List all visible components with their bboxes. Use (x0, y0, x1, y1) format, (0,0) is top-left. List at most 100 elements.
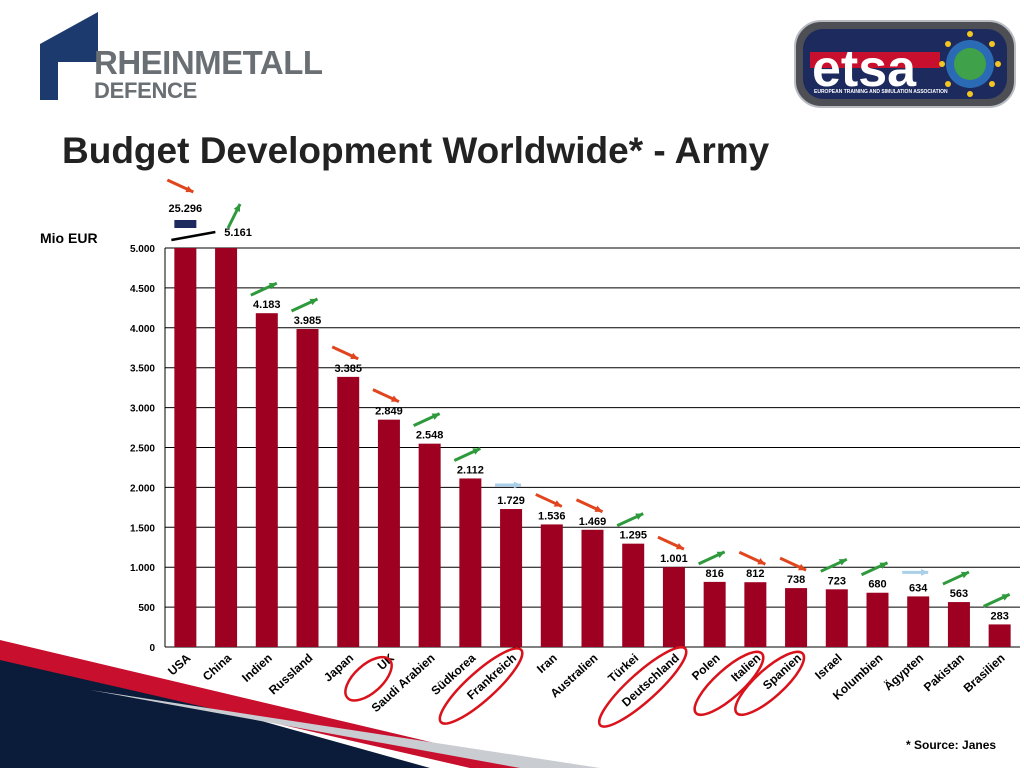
value-label: 283 (990, 610, 1008, 622)
value-label: 680 (868, 579, 886, 591)
axis-break-marker (174, 220, 197, 228)
y-tick-label: 5.000 (130, 244, 155, 255)
trend-arrow-head (268, 283, 277, 290)
category-label: USA (165, 651, 193, 679)
value-label: 1.469 (579, 516, 607, 528)
y-tick-label: 1.500 (130, 523, 155, 534)
trend-arrow-head (185, 185, 194, 193)
value-label: 738 (787, 574, 805, 586)
trend-arrow-head (309, 298, 318, 306)
value-label: 634 (909, 582, 928, 594)
bar (866, 592, 889, 647)
trend-arrow-head (233, 204, 241, 212)
y-axis-unit-label: Mio EUR (40, 230, 98, 246)
trend-arrow-head (757, 558, 766, 565)
trend-arrow-head (798, 563, 807, 571)
category-label: Ägypten (881, 650, 927, 693)
category-label: Russland (266, 651, 316, 698)
category-label: Polen (689, 651, 723, 683)
logo-division-name: DEFENCE (94, 78, 198, 103)
bar (296, 328, 319, 647)
trend-arrow-head (1001, 594, 1010, 601)
trend-arrow-head (390, 395, 399, 402)
source-footnote: * Source: Janes (906, 738, 997, 752)
trend-arrow-head (350, 352, 359, 360)
y-tick-label: 500 (138, 603, 155, 614)
logo-company-name: RHEINMETALL (94, 44, 323, 81)
bar (622, 543, 645, 647)
highlight-ring (597, 645, 688, 728)
trend-arrow-head (553, 500, 562, 507)
highlight-ring (693, 650, 765, 717)
axis-break-slash (171, 230, 216, 242)
category-label: Israel (812, 651, 845, 682)
y-tick-label: 3.000 (130, 404, 155, 415)
y-tick-label: 2.500 (130, 444, 155, 455)
rheinmetall-logo (40, 12, 98, 100)
value-label: 1.729 (497, 495, 525, 507)
value-label: 2.112 (457, 464, 484, 476)
trend-arrow-head (716, 551, 725, 559)
bar (377, 419, 400, 647)
value-label: 3.985 (294, 315, 322, 327)
highlight-ring (734, 650, 806, 717)
trend-arrow-head (879, 562, 888, 569)
category-label: Türkei (605, 651, 641, 686)
bar (459, 478, 482, 647)
value-label: 1.536 (538, 510, 566, 522)
category-label: Iran (534, 651, 560, 676)
bar (825, 589, 848, 647)
trend-arrow-head (635, 513, 644, 520)
bar (703, 581, 726, 647)
category-label: Indien (239, 651, 275, 685)
value-label: 723 (828, 575, 846, 587)
y-tick-label: 4.000 (130, 324, 155, 335)
bar (255, 313, 278, 647)
bar (174, 248, 197, 647)
value-label: 3.385 (334, 363, 362, 375)
bar (418, 443, 441, 647)
trend-arrow-head (838, 559, 847, 566)
bar (500, 509, 523, 647)
trend-arrow-head (675, 542, 684, 550)
bar (662, 567, 685, 647)
value-label: 2.548 (416, 430, 444, 442)
bar (988, 624, 1011, 647)
bar (744, 582, 767, 647)
page-title: Budget Development Worldwide* - Army (62, 130, 770, 171)
trend-arrow-head (431, 413, 440, 420)
value-label: 563 (950, 588, 968, 600)
bar (785, 588, 808, 647)
bar (581, 529, 604, 647)
trend-arrow-head (960, 571, 969, 579)
category-label: China (200, 651, 234, 684)
category-label: Brasilien (961, 651, 1008, 695)
trend-arrow-head (472, 448, 481, 455)
category-label: Pakistan (921, 651, 967, 694)
y-tick-label: 0 (149, 643, 155, 654)
value-label: 5.161 (224, 227, 252, 239)
bar (907, 596, 930, 647)
value-label: 812 (746, 568, 764, 580)
bar (337, 376, 360, 647)
etsa-logo: etsa (794, 20, 1016, 108)
y-tick-label: 1.000 (130, 563, 155, 574)
y-tick-label: 2.000 (130, 483, 155, 494)
y-tick-label: 3.500 (130, 364, 155, 375)
etsa-wordmark: etsa (812, 40, 917, 98)
trend-arrow-head (594, 505, 603, 512)
bar (947, 602, 970, 647)
value-label: 2.849 (375, 406, 403, 418)
bar (540, 524, 563, 647)
category-label: UK (375, 651, 397, 673)
logo-subtitle: EUROPEAN TRAINING AND SIMULATION ASSOCIA… (814, 89, 948, 95)
y-tick-label: 4.500 (130, 284, 155, 295)
bar (215, 248, 238, 647)
value-label: 1.001 (660, 553, 688, 565)
value-label: 4.183 (253, 299, 281, 311)
trend-arrow-head (921, 568, 929, 576)
value-label: 1.295 (619, 530, 647, 542)
value-label: 25.296 (169, 203, 203, 215)
